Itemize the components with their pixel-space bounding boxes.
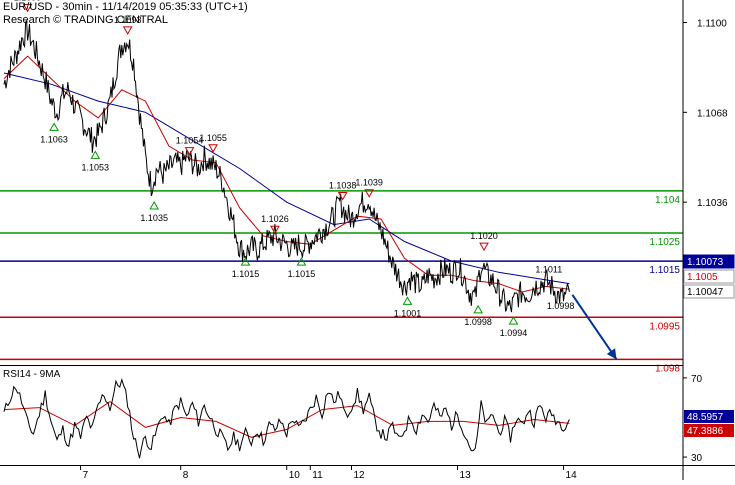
projection-line (571, 294, 618, 360)
rsi-label: RSI14 - 9MA (3, 369, 61, 380)
price-badge-label: 1.1005 (687, 272, 718, 283)
rsi-y-tick-label: 30 (691, 453, 703, 464)
peak-label: 1.1026 (261, 214, 289, 224)
peak-marker (479, 242, 489, 252)
peak-marker (184, 147, 195, 156)
trough-label: 1.1001 (394, 308, 422, 318)
price-line (3, 20, 570, 313)
chart-subtitle: Research © TRADING CENTRAL (3, 14, 168, 26)
trough-marker (402, 296, 413, 305)
x-tick-label: 13 (460, 470, 472, 480)
level-label: 1.098 (655, 363, 680, 374)
peak-marker (22, 3, 33, 13)
price-badge (683, 269, 735, 284)
peak-marker (364, 189, 375, 198)
rsi-badge (684, 424, 734, 437)
trough-label: 1.1063 (40, 134, 68, 144)
peak-marker (270, 225, 280, 235)
trough-marker (90, 150, 101, 159)
level-label: 1.1025 (649, 237, 680, 248)
rsi-ma-line (3, 400, 570, 438)
price-panel: 1.104 1.1025 1.1015 1.0995 1.098 1.1099 1.1093… (0, 0, 683, 374)
peak-label: 1.1093 (114, 15, 142, 25)
rsi-line (3, 377, 570, 459)
trough-label: 1.1015 (232, 269, 260, 279)
x-tick-label: 10 (289, 470, 301, 480)
price-y-tick-label: 1.1036 (697, 198, 728, 209)
trough-label: 1.1015 (288, 269, 316, 279)
peak-label: 1.1055 (199, 133, 227, 143)
peak-label: 1.1039 (355, 178, 383, 188)
peak-label: 1.1020 (470, 231, 498, 241)
peak-marker (208, 144, 218, 153)
price-y-tick-label: 1.1068 (697, 108, 728, 119)
trough-marker (508, 316, 519, 325)
price-badge-label: 1.10073 (687, 257, 724, 268)
trough-marker (240, 257, 251, 266)
x-tick-label: 8 (183, 470, 189, 480)
level-label: 1.104 (655, 195, 680, 206)
peak-marker (337, 192, 348, 201)
peak-label: 1.1038 (329, 181, 357, 191)
trough-label: 1.1035 (140, 213, 168, 223)
level-label: 1.0995 (649, 321, 680, 332)
price-badge (683, 284, 735, 299)
trough-label: 1.1053 (82, 162, 110, 172)
trough-marker (149, 200, 160, 210)
rsi-panel: RSI14 - 9MA (3, 369, 570, 459)
projection-arrowhead (606, 348, 617, 360)
price-y-tick-label: 1.1100 (697, 18, 727, 29)
chart-title: EUR/USD - 30min - 11/14/2019 05:35:33 (U… (3, 1, 248, 13)
peak-label: 1.1099 (14, 0, 42, 2)
peak-label: 1.1054 (176, 136, 204, 146)
trough-marker (49, 122, 59, 131)
trough-label: 1.0994 (500, 328, 528, 338)
trough-marker (296, 257, 307, 266)
ma-fast-line (3, 55, 570, 293)
rsi-badge (684, 410, 734, 423)
x-tick-label: 7 (83, 470, 89, 480)
price-label: 1.1011 (535, 264, 562, 274)
rsi-badge-label: 47.3886 (687, 426, 724, 437)
level-label: 1.1015 (649, 265, 680, 276)
rsi-y-tick-label: 70 (691, 374, 703, 385)
x-tick-label: 14 (566, 470, 578, 480)
x-tick-label: 11 (312, 470, 323, 480)
ma-slow-line (3, 72, 570, 285)
rsi-badge-label: 48.5957 (687, 412, 724, 423)
trough-marker (473, 304, 484, 314)
price-label: 1.0998 (547, 301, 575, 311)
x-tick-label: 12 (354, 470, 366, 480)
price-badge-label: 1.10047 (687, 287, 724, 298)
peak-marker (122, 26, 133, 35)
trough-label: 1.0998 (464, 317, 492, 327)
price-badge (683, 254, 735, 269)
